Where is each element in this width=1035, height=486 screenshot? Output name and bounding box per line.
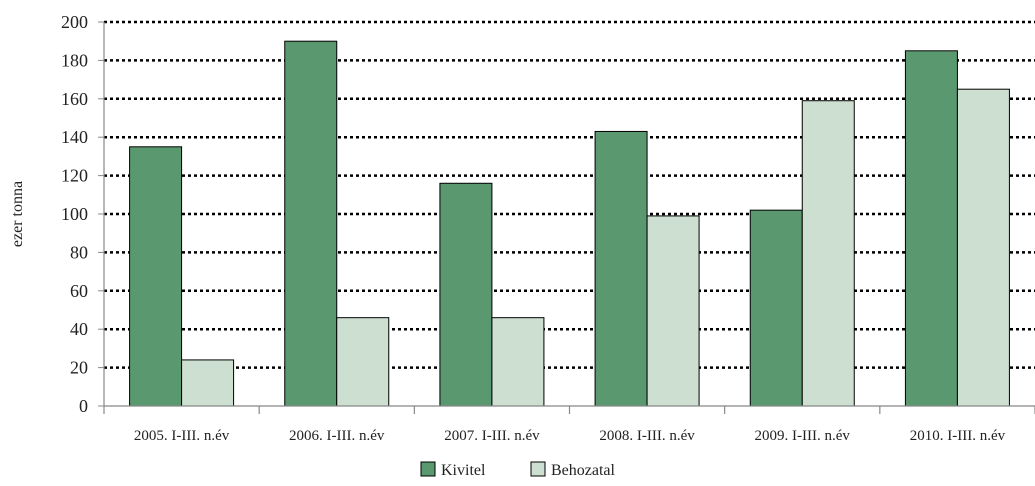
x-tick-label: 2007. I-III. n.év [444,428,540,444]
y-tick-label: 0 [79,396,88,416]
x-tick-label: 2010. I-III. n.év [910,428,1006,444]
y-tick-label: 80 [70,242,88,262]
y-tick-label: 100 [61,204,88,224]
x-tick-label: 2008. I-III. n.év [599,428,695,444]
x-tick-labels: 2005. I-III. n.év 2006. I-III. n.év 2007. … [134,428,1006,444]
legend-label-kivitel: Kivitel [441,462,486,479]
axes [98,22,1035,414]
bar-behozatal [492,318,544,406]
legend-swatch-kivitel [421,462,435,476]
y-tick-label: 180 [61,50,88,70]
y-tick-label: 20 [70,358,88,378]
y-tick-label: 140 [61,127,88,147]
y-tick-label: 60 [70,281,88,301]
bar-behozatal [182,360,234,406]
legend: Kivitel Behozatal [421,462,616,479]
x-tick-label: 2005. I-III. n.év [134,428,230,444]
y-tick-label: 160 [61,89,88,109]
legend-label-behozatal: Behozatal [551,462,616,479]
bar-kivitel [440,183,492,406]
x-tick-label: 2006. I-III. n.év [289,428,385,444]
bars [130,41,1010,406]
legend-swatch-behozatal [531,462,545,476]
gridlines [104,22,1035,368]
y-axis-title: ezer tonna [9,181,26,247]
y-tick-label: 120 [61,166,88,186]
y-tick-label: 200 [61,12,88,32]
bar-kivitel [750,210,802,406]
bar-kivitel [130,147,182,406]
y-tick-labels: 0 20 40 60 80 100 120 140 160 180 200 [61,12,88,416]
y-tick-label: 40 [70,319,88,339]
bar-behozatal [337,318,389,406]
x-tick-label: 2009. I-III. n.év [755,428,851,444]
bar-kivitel [595,131,647,406]
bar-behozatal [957,89,1009,406]
bar-behozatal [647,216,699,406]
bar-kivitel [905,51,957,406]
bar-behozatal [802,101,854,406]
bar-kivitel [285,41,337,406]
